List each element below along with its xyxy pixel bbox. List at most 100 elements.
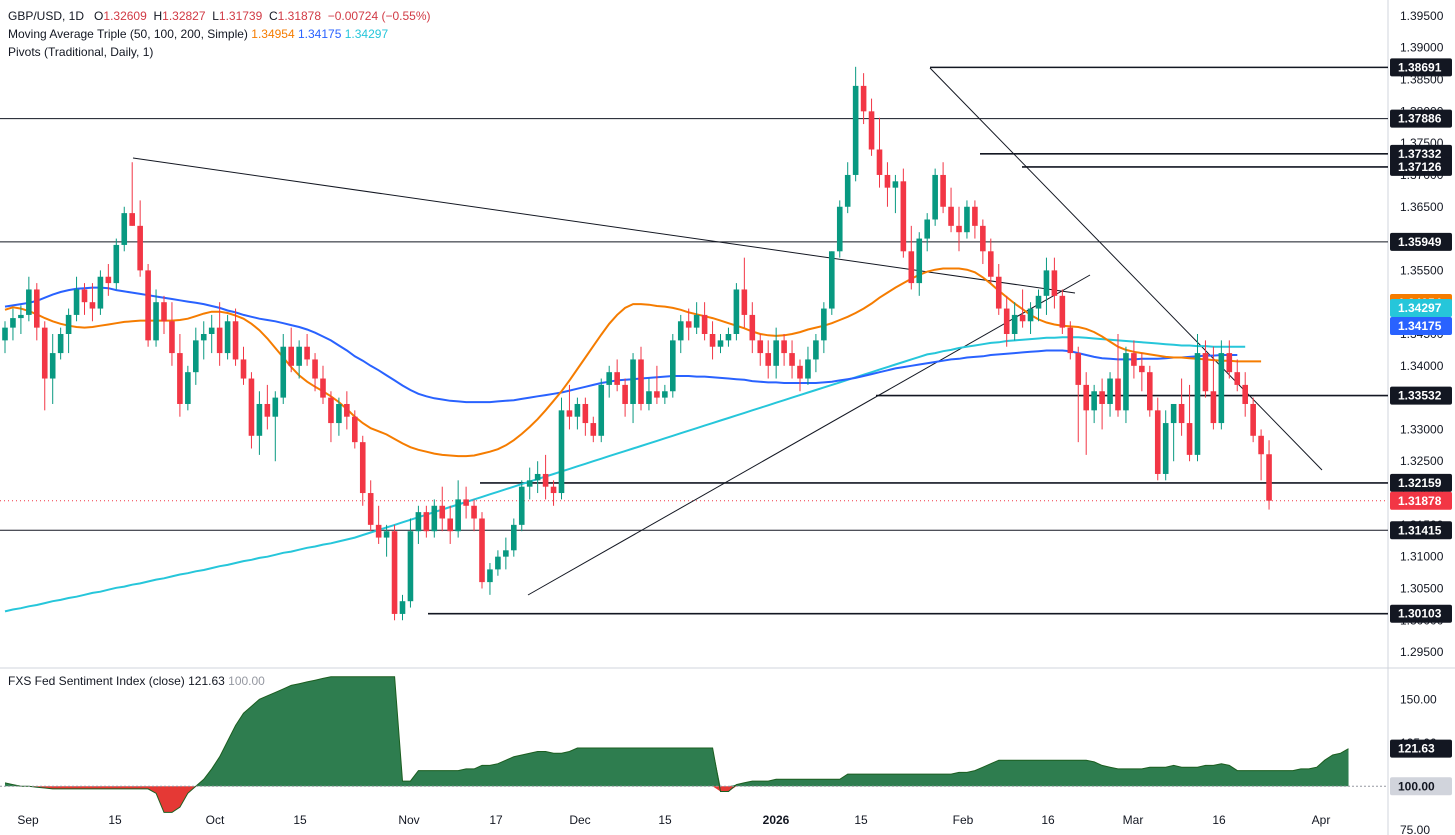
candle-body <box>995 276 1002 309</box>
candle-body <box>598 384 605 436</box>
pivot-level-tag-bg <box>1390 157 1452 176</box>
candle-body <box>145 270 151 341</box>
price-tick-label: 1.32500 <box>1400 454 1444 468</box>
candle-body <box>646 391 652 404</box>
pivot-level-tag-bg <box>1390 386 1452 405</box>
candle-body <box>216 327 223 354</box>
pivots-row: Pivots (Traditional, Daily, 1) <box>8 43 430 61</box>
pivot-level-tag-bg <box>1390 232 1452 251</box>
candle-body <box>733 289 740 334</box>
time-tick-label: 15 <box>108 813 122 827</box>
candle-body <box>224 321 231 354</box>
candle-body <box>487 569 493 583</box>
sentiment-baseline-tag-bg <box>1390 777 1452 796</box>
candle-body <box>836 206 843 252</box>
candle-body <box>399 601 406 614</box>
candle-body <box>344 403 350 417</box>
ma200-line <box>4 336 1246 613</box>
candle-body <box>97 276 104 309</box>
ma100-line <box>4 286 1238 404</box>
candle-body <box>280 346 287 398</box>
candle-body <box>1186 423 1193 455</box>
time-tick-label: 15 <box>658 813 672 827</box>
candle-body <box>582 403 589 424</box>
candle-body <box>121 213 128 245</box>
time-tick-label: 16 <box>1041 813 1055 827</box>
candle-body <box>89 302 96 309</box>
candle-body <box>431 505 438 532</box>
low-value: 1.31739 <box>218 9 263 23</box>
time-tick-label: 15 <box>293 813 307 827</box>
candle-body <box>900 181 907 252</box>
candle-body <box>1170 403 1177 424</box>
candle-body <box>336 403 342 424</box>
candles <box>2 66 1272 621</box>
sentiment-line <box>4 676 1349 813</box>
ma-title: Moving Average Triple (50, 100, 200, Sim… <box>8 27 248 41</box>
sentiment-baseline-tag: 100.00 <box>1398 779 1435 793</box>
candle-body <box>240 359 247 379</box>
time-axis[interactable]: Sep 15 Oct 15 Nov 17 Dec 15 2026 15 Feb 16 Mar 16 Apr <box>17 813 1330 827</box>
price-tick-label: 1.29500 <box>1400 645 1444 659</box>
candle-body <box>1043 270 1050 296</box>
price-tick-label: 1.39500 <box>1400 9 1444 23</box>
candle-body <box>558 410 565 494</box>
pivot-level-tag: 1.35949 <box>1398 235 1442 249</box>
candle-body <box>447 518 453 532</box>
candle-body <box>200 334 207 341</box>
candle-body <box>685 321 692 328</box>
ma50-line <box>4 267 1262 458</box>
candle-body <box>526 480 533 487</box>
sentiment-pane <box>0 676 1388 813</box>
last-price-tag: 1.31878 <box>1398 494 1442 508</box>
candle-body <box>654 391 660 398</box>
candle-body <box>1099 391 1105 404</box>
candle-body <box>1266 454 1272 501</box>
candle-body <box>288 346 294 366</box>
candle-body <box>805 359 811 379</box>
candle-body <box>65 314 72 334</box>
candle-body <box>765 353 771 366</box>
ma100-tag-bg <box>1390 317 1452 335</box>
candle-body <box>821 308 827 341</box>
candle-body <box>1059 295 1066 328</box>
price-tick-label: 1.33000 <box>1400 422 1444 436</box>
candle-body <box>1027 308 1034 322</box>
candle-body <box>892 181 899 188</box>
candle-body <box>948 206 954 226</box>
candle-body <box>137 225 143 271</box>
candle-body <box>749 314 756 341</box>
candle-body <box>550 486 557 494</box>
candle-body <box>312 359 318 379</box>
time-tick-label: 2026 <box>763 813 790 827</box>
candle-body <box>264 403 271 417</box>
candle-body <box>208 327 215 334</box>
price-tick-label: 1.34000 <box>1400 359 1444 373</box>
candle-body <box>1011 314 1018 334</box>
candle-body <box>916 238 923 284</box>
candle-body <box>1250 403 1256 436</box>
time-tick-label: 17 <box>489 813 503 827</box>
candle-body <box>34 289 40 328</box>
ma200-tag-bg <box>1390 299 1452 317</box>
ma100-value: 1.34175 <box>298 27 342 41</box>
candle-body <box>1051 270 1058 296</box>
candle-body <box>439 505 446 519</box>
candle-body <box>868 111 875 150</box>
candle-body <box>248 378 255 436</box>
candle-body <box>964 206 970 233</box>
candle-body <box>876 149 883 175</box>
sentiment-title: FXS Fed Sentiment Index (close) <box>8 674 185 688</box>
candle-body <box>185 372 191 404</box>
candle-body <box>622 384 628 404</box>
candle-body <box>57 334 64 354</box>
candle-body <box>813 340 819 360</box>
candle-body <box>534 473 541 481</box>
candle-body <box>1218 353 1225 424</box>
candle-body <box>988 251 994 277</box>
pivot-level-tag: 1.30103 <box>1398 607 1442 621</box>
candle-body <box>1139 365 1145 373</box>
candle-body <box>367 493 374 525</box>
candle-body <box>10 318 16 328</box>
